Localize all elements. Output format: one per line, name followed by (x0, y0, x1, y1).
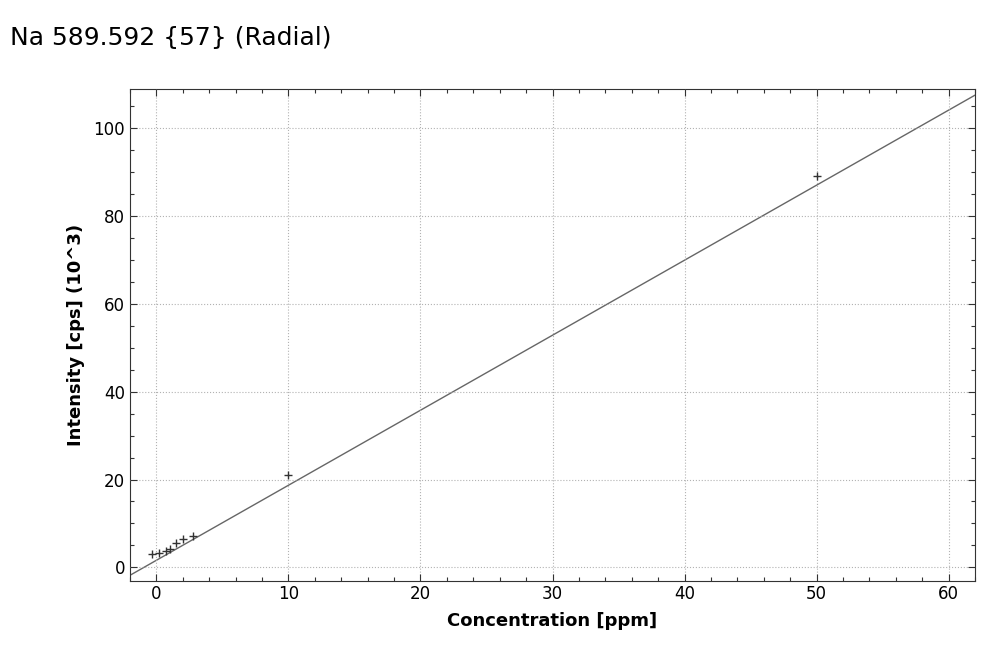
Text: Na 589.592 {57} (Radial): Na 589.592 {57} (Radial) (10, 26, 332, 51)
Y-axis label: Intensity [cps] (10^3): Intensity [cps] (10^3) (67, 224, 85, 445)
X-axis label: Concentration [ppm]: Concentration [ppm] (447, 612, 658, 630)
